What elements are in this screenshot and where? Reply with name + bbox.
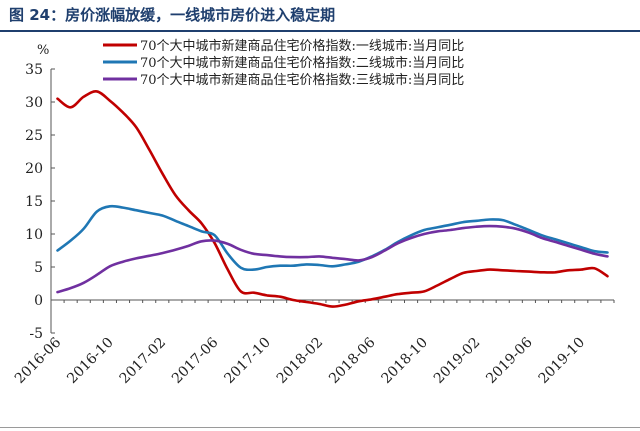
series-line-3 (56, 224, 609, 294)
y-tick-label: 35 (25, 62, 43, 78)
bottom-rule (0, 427, 640, 428)
x-tick-label: 2017-10 (221, 335, 273, 387)
y-tick-label: -5 (29, 326, 43, 342)
series-line-2 (56, 204, 609, 272)
y-tick-label: 5 (34, 260, 43, 276)
legend-label-3: 70个大中城市新建商品住宅价格指数:三线城市:当月同比 (140, 72, 464, 88)
x-tick-label: 2018-06 (326, 334, 379, 387)
y-axis-unit: % (37, 43, 49, 58)
y-tick-label: 10 (25, 227, 43, 243)
x-tick-label: 2019-02 (431, 335, 483, 387)
x-tick-label: 2017-02 (117, 335, 169, 387)
legend-label-2: 70个大中城市新建商品住宅价格指数:二线城市:当月同比 (140, 55, 464, 71)
x-tick-label: 2016-06 (12, 334, 65, 387)
y-tick-label: 25 (25, 128, 43, 144)
x-tick-label: 2016-10 (64, 335, 116, 387)
title-rule (0, 30, 640, 32)
figure-title: 图 24：房价涨幅放缓，一线城市房价进入稳定期 (9, 6, 336, 24)
legend-label-1: 70个大中城市新建商品住宅价格指数:一线城市:当月同比 (140, 38, 464, 54)
x-tick-label: 2018-02 (274, 335, 326, 387)
x-tick-label: 2017-06 (169, 334, 222, 387)
y-tick-label: 30 (25, 95, 43, 111)
x-tick-label: 2018-10 (379, 335, 431, 387)
x-tick-label: 2019-10 (536, 335, 588, 387)
series-line-1 (56, 90, 609, 308)
y-tick-label: 15 (25, 194, 43, 210)
y-tick-label: 0 (34, 293, 43, 309)
x-tick-label: 2019-06 (483, 334, 536, 387)
y-tick-label: 20 (25, 161, 43, 177)
